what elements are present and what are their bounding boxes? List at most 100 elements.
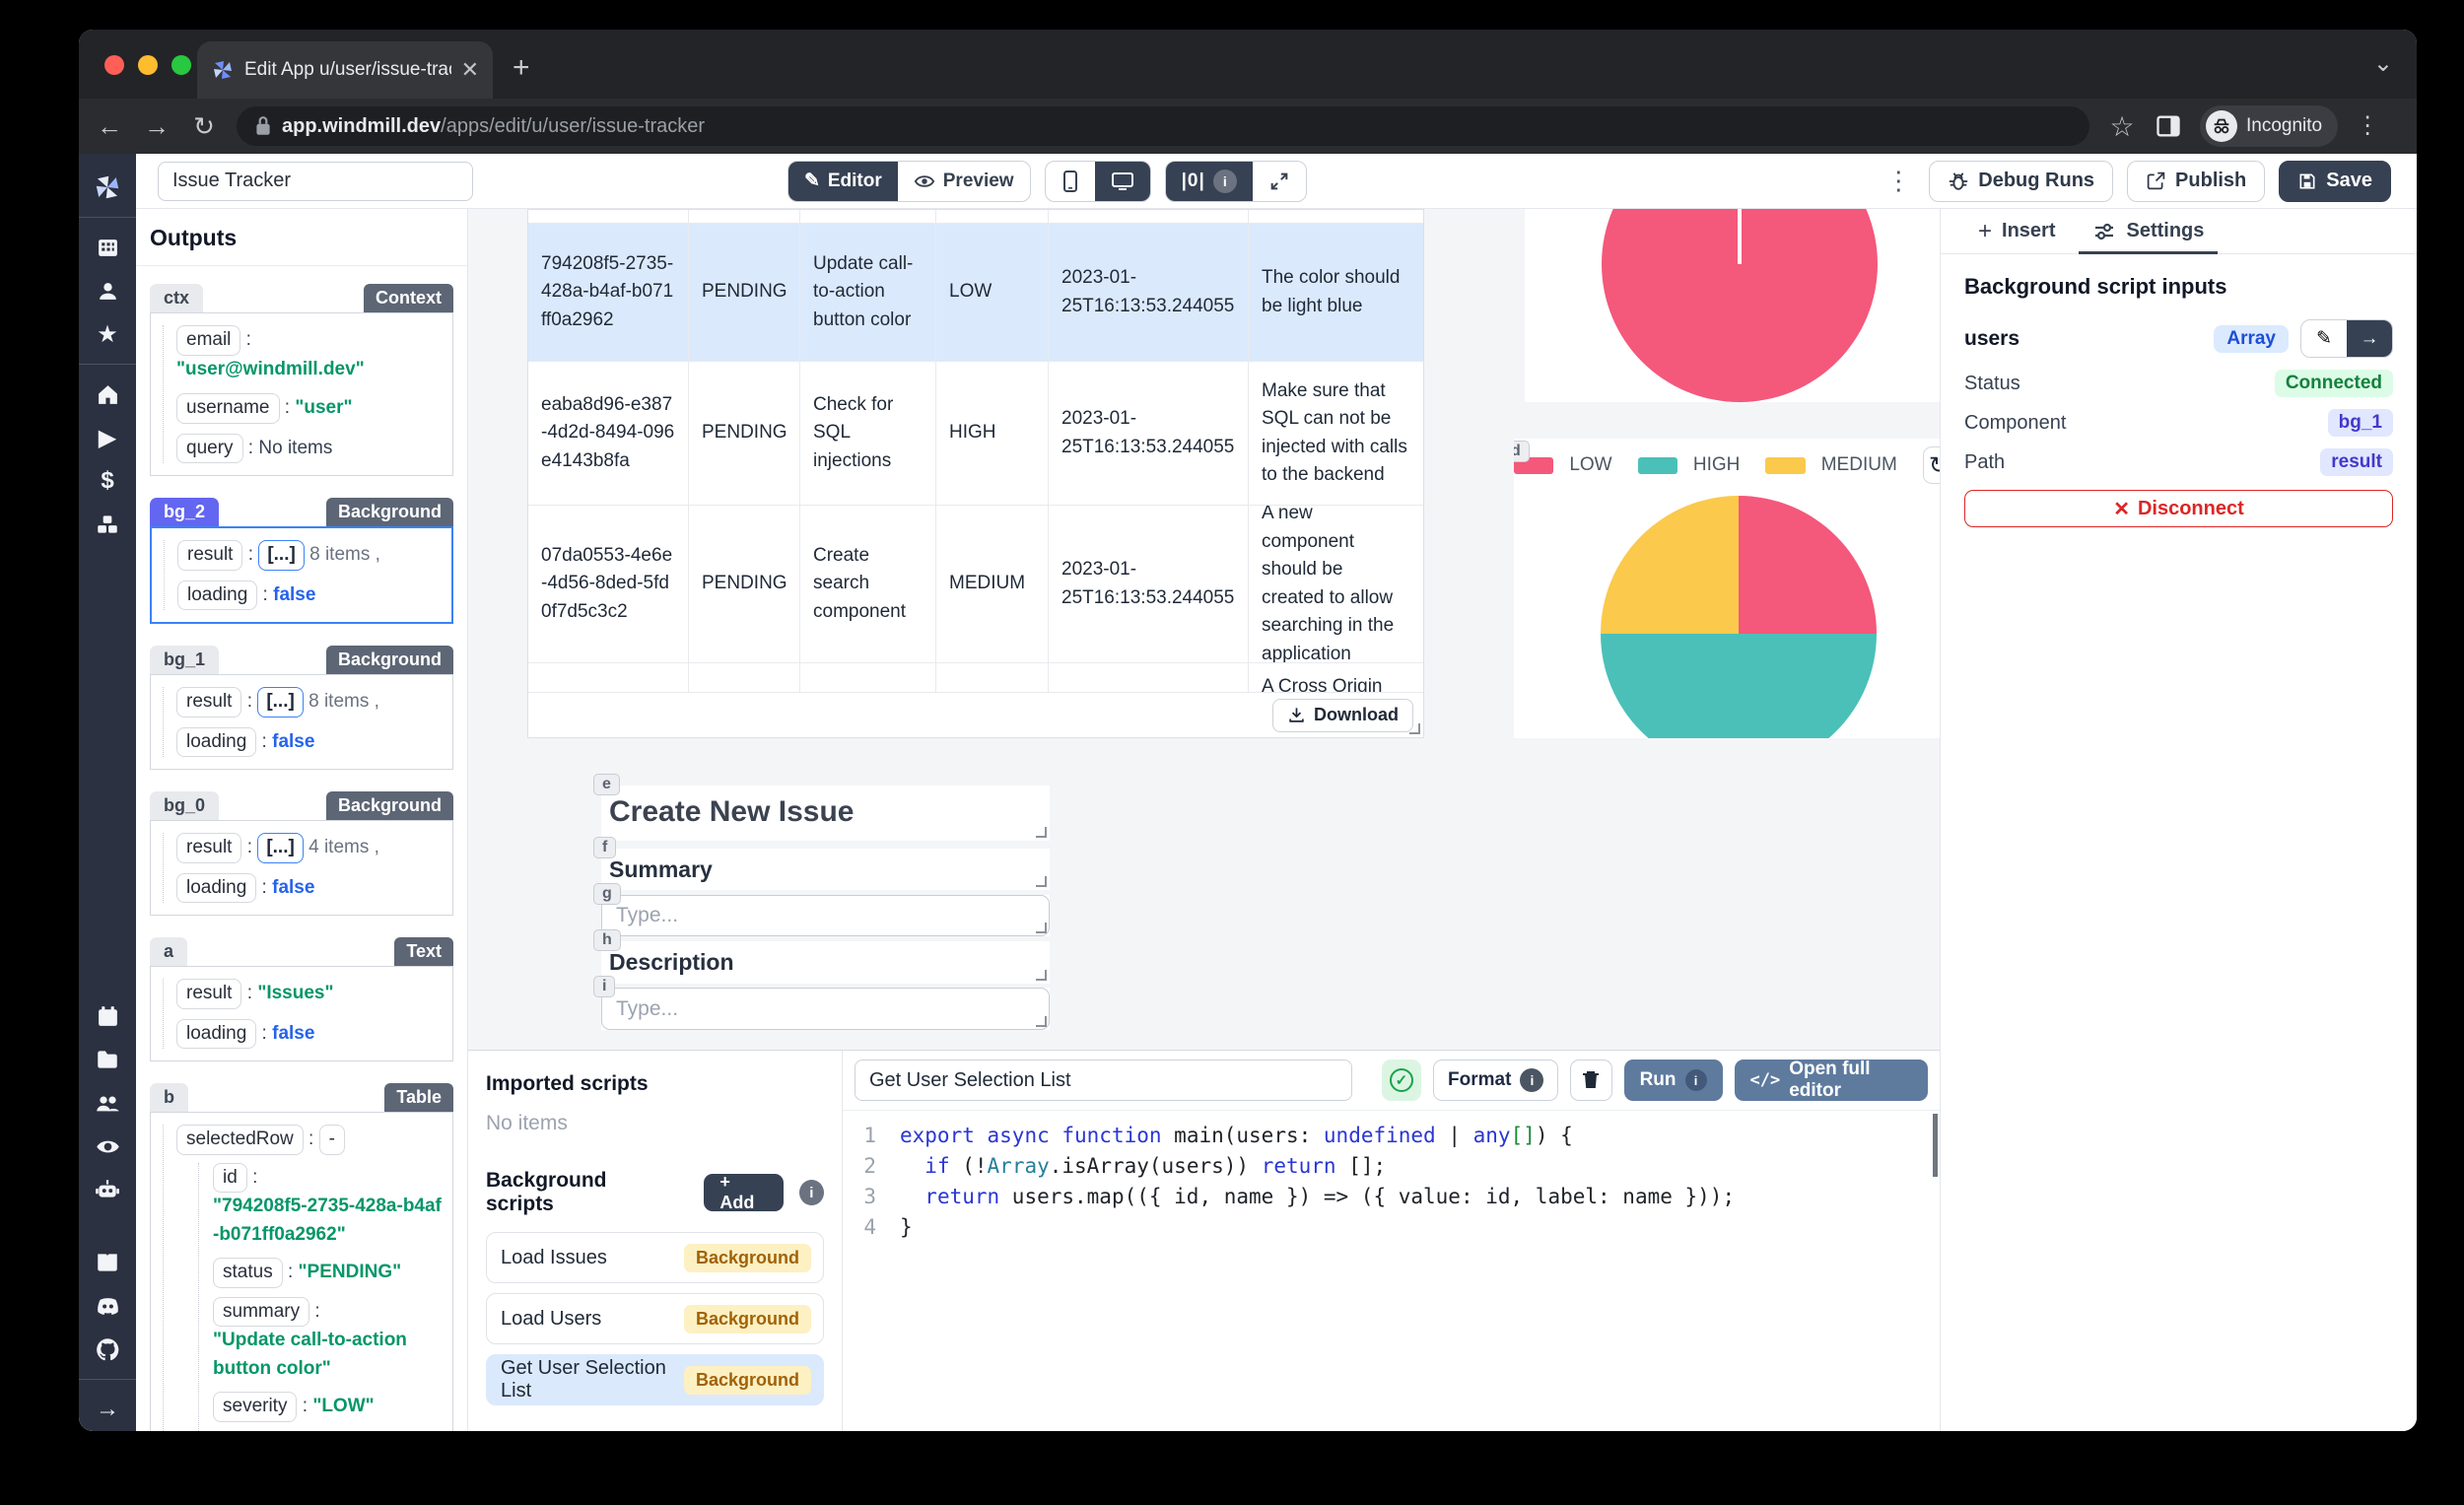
fullscreen-button[interactable]	[1253, 162, 1306, 201]
tab-settings[interactable]: Settings	[2079, 209, 2219, 254]
output-key[interactable]: loading	[176, 1018, 257, 1049]
side-panel-icon[interactable]	[2155, 112, 2182, 140]
output-section-ctx[interactable]: ctx Context email : "user@windmill.dev" u…	[150, 284, 453, 476]
resize-handle[interactable]	[1036, 923, 1050, 936]
preview-tab[interactable]: Preview	[898, 162, 1030, 201]
component-badge[interactable]: bg_1	[2327, 409, 2393, 437]
browser-tab[interactable]: Edit App u/user/issue-tracker | ✕	[197, 41, 493, 99]
form-title-component[interactable]: e Create New Issue	[593, 774, 1050, 841]
output-key[interactable]: selectedRow	[176, 1125, 304, 1155]
workspace-icon[interactable]	[79, 226, 136, 269]
section-id-chip[interactable]: bg_0	[150, 791, 220, 820]
browser-menu-icon[interactable]: ⋮	[2356, 112, 2380, 139]
close-window-button[interactable]	[104, 55, 124, 75]
runs-play-icon[interactable]: ▶	[98, 424, 117, 451]
component-id-badge[interactable]: d	[1514, 441, 1530, 462]
tab-close-icon[interactable]: ✕	[460, 57, 479, 82]
windmill-logo-icon[interactable]	[79, 166, 136, 209]
summary-input[interactable]	[601, 895, 1050, 936]
section-id-chip[interactable]: bg_1	[150, 646, 220, 674]
output-key[interactable]: severity	[213, 1392, 298, 1422]
minimize-window-button[interactable]	[138, 55, 158, 75]
tab-search-chevron-icon[interactable]: ⌄	[2372, 50, 2393, 77]
output-key[interactable]: result	[176, 833, 242, 863]
script-item-selected[interactable]: Get User Selection List Background	[486, 1354, 824, 1405]
resize-handle[interactable]	[1036, 1016, 1050, 1030]
output-key[interactable]: result	[176, 979, 242, 1009]
table-row[interactable]: eaba8d96-e387-4d2d-8494-096e4143b8fa PEN…	[528, 362, 1423, 506]
component-id-badge[interactable]: i	[593, 976, 616, 997]
output-key[interactable]: query	[176, 433, 243, 463]
legend-label[interactable]: HIGH	[1692, 454, 1741, 475]
table-row-partial[interactable]: A Cross Origin	[528, 663, 1423, 694]
output-key[interactable]: summary	[213, 1296, 310, 1327]
folders-icon[interactable]	[79, 1038, 136, 1081]
incognito-badge[interactable]: Incognito	[2200, 105, 2339, 147]
editor-scrollbar[interactable]	[1933, 1114, 1938, 1177]
open-full-editor-button[interactable]: </> Open full editor	[1734, 1059, 1928, 1101]
discord-icon[interactable]	[79, 1284, 136, 1328]
delete-script-button[interactable]	[1570, 1060, 1612, 1101]
script-item[interactable]: Load Issues Background	[486, 1232, 824, 1283]
component-id-badge[interactable]: h	[593, 929, 621, 951]
zoom-window-button[interactable]	[171, 55, 191, 75]
array-expander[interactable]: [...]	[257, 687, 304, 718]
back-icon[interactable]: ←	[97, 110, 122, 141]
home-icon[interactable]	[79, 373, 136, 416]
array-expander[interactable]: [...]	[257, 833, 304, 863]
workers-robot-icon[interactable]	[79, 1168, 136, 1211]
new-tab-button[interactable]: +	[513, 51, 530, 84]
section-id-chip[interactable]: ctx	[150, 284, 204, 312]
array-expander[interactable]: [...]	[258, 540, 305, 571]
table-row[interactable]: 07da0553-4e6e-4d56-8ded-5fd0f7d5c3c2 PEN…	[528, 506, 1423, 663]
output-section-bg1[interactable]: bg_1 Background result : [...] 8 items , …	[150, 646, 453, 770]
output-section-bg2[interactable]: bg_2 Background result : [...] 8 items , …	[150, 498, 453, 624]
legend-swatch-medium[interactable]	[1765, 456, 1806, 474]
path-badge[interactable]: result	[2320, 448, 2393, 476]
refresh-chart-button[interactable]: ↻	[1922, 446, 1940, 484]
forward-icon[interactable]: →	[144, 110, 170, 141]
output-section-b[interactable]: b Table selectedRow : - id : "794208f5-273…	[150, 1083, 453, 1431]
script-name-input[interactable]	[855, 1060, 1352, 1101]
section-id-chip[interactable]: bg_2	[150, 498, 220, 526]
output-key[interactable]: loading	[177, 580, 258, 610]
output-key[interactable]: loading	[176, 872, 257, 903]
description-input-component[interactable]: i	[593, 976, 1050, 1030]
tab-insert[interactable]: + Insert	[1978, 217, 2056, 244]
user-icon[interactable]	[79, 269, 136, 312]
summary-input-component[interactable]: g	[593, 883, 1050, 936]
format-button[interactable]: Format i	[1433, 1060, 1559, 1101]
run-button[interactable]: Run i	[1623, 1060, 1723, 1101]
audit-eye-icon[interactable]	[79, 1125, 136, 1168]
output-key[interactable]: email	[176, 325, 241, 356]
description-input[interactable]	[601, 988, 1050, 1030]
code-editor[interactable]: 1 export async function main(users: undef…	[843, 1110, 1940, 1253]
github-icon[interactable]	[79, 1328, 136, 1371]
debug-runs-button[interactable]: Debug Runs	[1929, 160, 2114, 202]
output-section-bg0[interactable]: bg_0 Background result : [...] 4 items , …	[150, 791, 453, 916]
output-section-a[interactable]: a Text result : "Issues" loading : false	[150, 937, 453, 1061]
reload-icon[interactable]: ↻	[193, 110, 215, 141]
toolbar-menu-icon[interactable]: ⋮	[1885, 166, 1912, 195]
output-key[interactable]: loading	[176, 726, 257, 757]
groups-users-icon[interactable]	[79, 1081, 136, 1125]
variables-dollar-icon[interactable]: $	[101, 467, 114, 494]
legend-label[interactable]: LOW	[1569, 454, 1612, 475]
output-key[interactable]: status	[213, 1258, 283, 1288]
disconnect-button[interactable]: ✕ Disconnect	[1964, 490, 2393, 527]
component-id-badge[interactable]: f	[593, 837, 617, 858]
mobile-view-button[interactable]	[1046, 162, 1095, 201]
section-id-chip[interactable]: b	[150, 1083, 188, 1112]
output-key[interactable]: id	[213, 1162, 247, 1193]
component-id-badge[interactable]: e	[593, 774, 620, 795]
output-key[interactable]: result	[177, 540, 243, 571]
static-edit-button[interactable]: ✎	[2301, 320, 2347, 357]
collapse-toggle[interactable]: -	[318, 1125, 345, 1155]
bookmark-star-icon[interactable]: ☆	[2109, 110, 2135, 142]
save-button[interactable]: Save	[2279, 160, 2391, 202]
favorites-star-icon[interactable]: ★	[97, 320, 118, 348]
publish-button[interactable]: Publish	[2127, 160, 2266, 202]
editor-tab[interactable]: ✎ Editor	[787, 161, 898, 201]
component-id-badge[interactable]: g	[593, 883, 621, 905]
connect-arrow-button[interactable]: →	[2347, 320, 2392, 357]
